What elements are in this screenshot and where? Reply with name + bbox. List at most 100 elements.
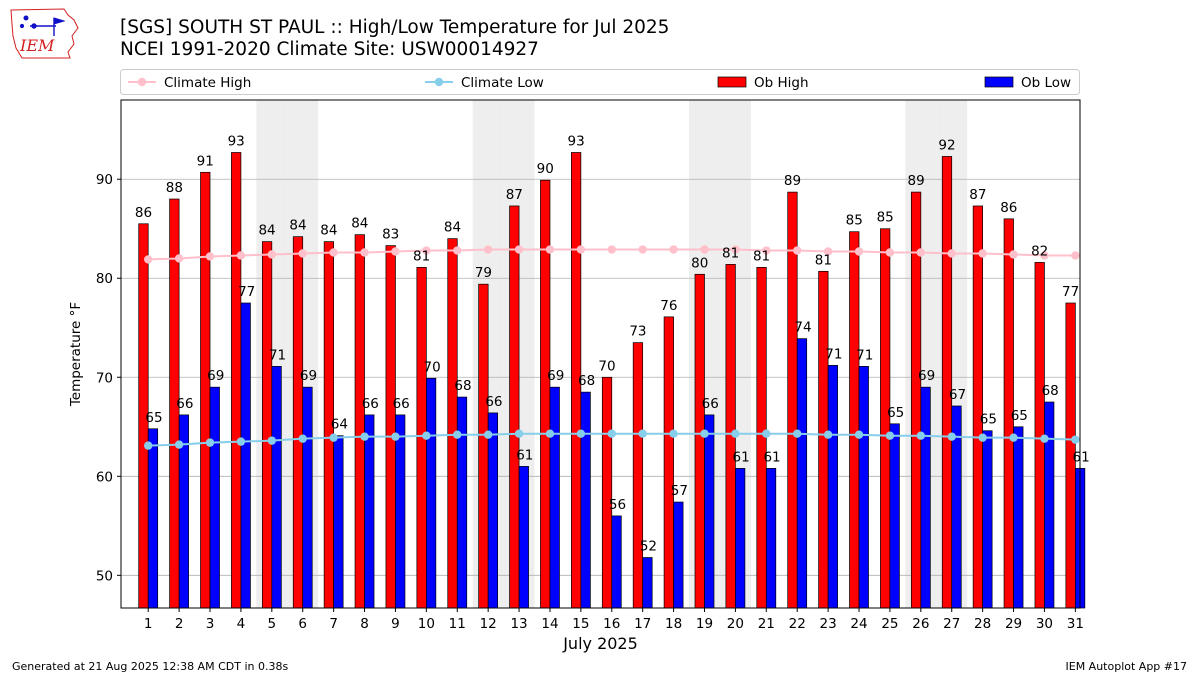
climate-low-point-day-2 (174, 440, 184, 449)
label-low-day-21: 61 (763, 449, 780, 465)
footer-app-id: IEM Autoplot App #17 (1065, 660, 1188, 673)
plot-frame (120, 99, 1081, 609)
label-high-day-14: 90 (537, 161, 554, 177)
label-low-day-5: 71 (269, 347, 286, 363)
climate-high-point-day-2 (174, 254, 184, 263)
label-low-day-9: 66 (393, 396, 410, 412)
bar-low-day-23 (827, 365, 838, 609)
label-low-day-26: 69 (918, 368, 935, 384)
climate-low-point-day-9 (391, 432, 400, 441)
x-tick-label-18: 18 (665, 616, 682, 632)
x-tick-label-30: 30 (1036, 616, 1053, 632)
bar-low-day-22 (796, 338, 808, 609)
label-low-day-11: 68 (454, 378, 471, 394)
legend-climate-high-marker (137, 77, 147, 87)
x-tick-label-25: 25 (881, 616, 898, 632)
y-tick-label-70: 70 (96, 370, 113, 386)
footer-generated: Generated at 21 Aug 2025 12:38 AM CDT in… (12, 660, 289, 673)
label-low-day-17: 52 (640, 538, 657, 554)
label-high-day-29: 86 (1000, 200, 1017, 216)
bar-high-day-6 (292, 236, 304, 609)
climate-high-point-day-20 (731, 245, 740, 254)
label-high-day-12: 79 (475, 265, 492, 281)
climate-low-point-day-29 (1009, 433, 1018, 442)
label-low-day-10: 70 (424, 359, 441, 375)
bar-low-day-21 (765, 468, 777, 609)
climate-high-point-day-7 (329, 248, 338, 257)
climate-high-point-day-17 (638, 245, 647, 254)
climate-low-point-day-6 (298, 434, 307, 443)
bar-high-day-11 (447, 238, 458, 609)
bar-low-day-24 (858, 366, 869, 609)
bar-low-day-14 (549, 386, 560, 609)
legend-ob-low-label: Ob Low (1021, 75, 1071, 91)
bar-high-day-17 (632, 342, 644, 609)
climate-high-point-day-14 (545, 245, 555, 254)
x-tick-label-9: 9 (391, 616, 400, 632)
x-tick-label-20: 20 (727, 616, 744, 632)
bar-low-day-5 (271, 366, 282, 609)
bar-low-day-13 (518, 466, 529, 609)
bar-low-day-8 (364, 414, 375, 609)
bar-low-day-15 (580, 391, 591, 609)
x-tick-label-31: 31 (1067, 616, 1084, 632)
label-low-day-30: 68 (1042, 383, 1059, 399)
climate-high-point-day-5 (267, 250, 277, 259)
bar-low-day-26 (920, 386, 931, 609)
x-tick-label-8: 8 (360, 616, 369, 632)
label-high-day-19: 80 (691, 255, 708, 271)
climate-high-point-day-6 (298, 249, 307, 258)
bar-low-day-3 (209, 386, 220, 609)
bar-low-day-16 (611, 515, 622, 609)
climate-high-point-day-21 (762, 246, 771, 255)
bar-high-day-14 (540, 179, 551, 609)
label-low-day-16: 56 (609, 497, 626, 513)
bar-high-day-9 (385, 245, 396, 609)
x-tick-label-16: 16 (603, 616, 620, 632)
bar-low-day-9 (395, 414, 406, 609)
label-high-day-9: 83 (382, 227, 399, 243)
y-tick-label-90: 90 (96, 172, 113, 188)
label-low-day-31: 61 (1073, 449, 1090, 465)
x-tick-label-19: 19 (696, 616, 713, 632)
bar-high-day-28 (972, 205, 983, 609)
label-low-day-27: 67 (949, 387, 966, 403)
bar-low-day-25 (889, 423, 900, 609)
bar-high-day-4 (231, 152, 242, 609)
label-low-day-15: 68 (578, 373, 595, 389)
bar-high-day-12 (478, 283, 489, 609)
bar-low-day-18 (673, 501, 684, 609)
label-high-day-22: 89 (784, 173, 801, 189)
climate-low-point-day-20 (731, 429, 740, 438)
label-high-day-28: 87 (969, 187, 986, 203)
legend-climate-low-label: Climate Low (461, 75, 544, 91)
bar-low-day-19 (704, 414, 715, 609)
climate-low-point-day-25 (885, 431, 895, 440)
climate-low-point-day-13 (514, 429, 524, 438)
climate-high-point-day-26 (916, 248, 926, 257)
chart-subtitle: NCEI 1991-2020 Climate Site: USW00014927 (120, 39, 539, 60)
climate-high-point-day-11 (453, 246, 462, 255)
climate-low-point-day-14 (545, 429, 555, 438)
climate-high-point-day-13 (514, 245, 524, 254)
climate-low-point-day-22 (793, 429, 802, 438)
label-low-day-6: 69 (300, 368, 317, 384)
x-tick-label-11: 11 (449, 616, 466, 632)
label-low-day-29: 65 (1011, 408, 1028, 424)
iowa-state-outline (10, 8, 79, 59)
legend-box (120, 69, 1080, 95)
label-high-day-17: 73 (629, 324, 646, 340)
climate-high-point-day-4 (236, 251, 246, 260)
x-tick-label-6: 6 (298, 616, 307, 632)
bar-high-day-21 (756, 267, 767, 609)
bar-low-day-7 (333, 435, 344, 609)
climate-high-point-day-24 (854, 247, 864, 256)
label-high-day-16: 70 (598, 358, 615, 374)
label-low-day-3: 69 (207, 368, 224, 384)
bar-low-day-11 (456, 396, 468, 609)
x-tick-label-23: 23 (820, 616, 837, 632)
bar-low-day-1 (147, 428, 159, 609)
climate-low-point-day-27 (947, 432, 956, 441)
label-low-day-13: 61 (516, 447, 533, 463)
